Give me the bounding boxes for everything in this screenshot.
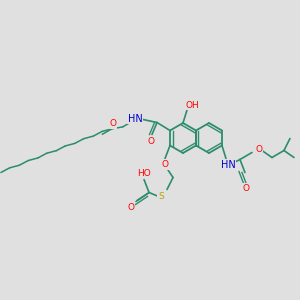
Text: HO: HO	[137, 169, 151, 178]
Text: O: O	[148, 137, 154, 146]
Text: O: O	[161, 160, 169, 169]
Text: O: O	[242, 184, 250, 193]
Text: O: O	[109, 119, 116, 128]
Text: OH: OH	[185, 100, 199, 109]
Text: HN: HN	[220, 160, 235, 170]
Text: HN: HN	[128, 113, 142, 124]
Text: O: O	[128, 203, 134, 212]
Text: S: S	[158, 192, 164, 201]
Text: O: O	[256, 145, 262, 154]
